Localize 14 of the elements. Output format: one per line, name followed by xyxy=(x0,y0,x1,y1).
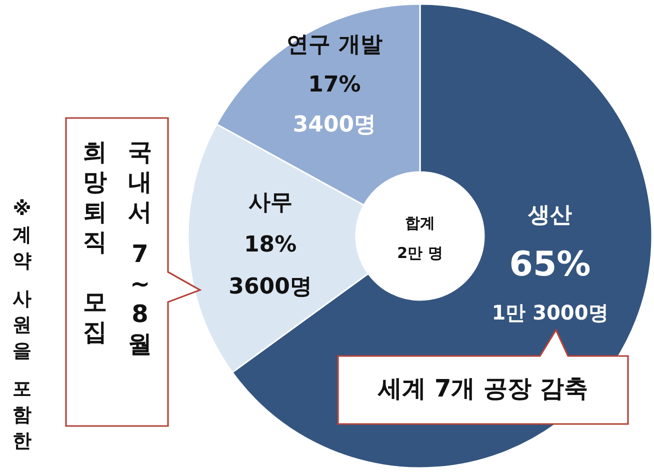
slice-label: 사무 xyxy=(248,190,292,216)
data-label: 18% xyxy=(244,232,297,258)
text: 합계 2만 명 xyxy=(397,214,443,262)
text: 3400명 xyxy=(292,112,376,138)
text: 국내서 7~8월 xyxy=(128,138,152,358)
text: 세계 7개 공장 감축 xyxy=(377,374,588,403)
slice-label: 생산 xyxy=(527,203,572,228)
text: 희망퇴직 모집 xyxy=(83,138,107,346)
data-label: 65% xyxy=(509,244,591,284)
text: 3600명 xyxy=(228,274,312,300)
slice-label: 연구 개발 xyxy=(286,32,382,58)
text: ※계약 사원을 포함한 xyxy=(12,198,32,452)
text: 1만 3000명 xyxy=(492,300,608,324)
data-label: 17% xyxy=(308,72,361,98)
